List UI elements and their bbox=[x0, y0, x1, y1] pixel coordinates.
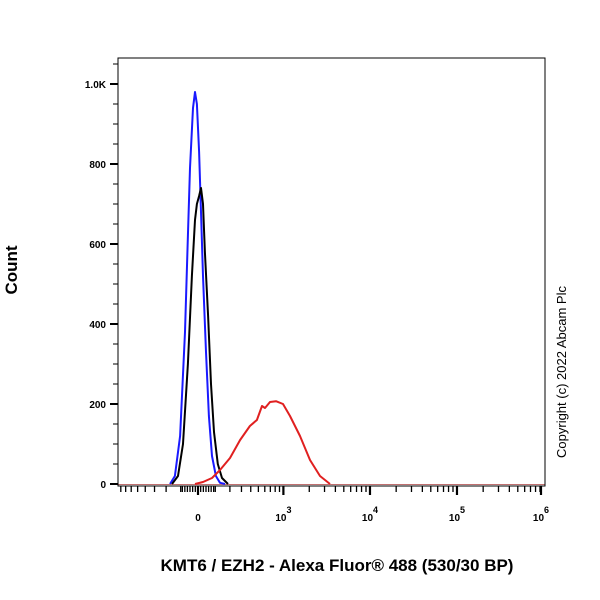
y-tick-label: 200 bbox=[89, 400, 106, 411]
x-tick-base: 0 bbox=[195, 513, 201, 524]
y-tick-label: 1.0K bbox=[85, 80, 107, 91]
series-line-0 bbox=[169, 91, 226, 485]
y-tick-label: 800 bbox=[89, 160, 106, 171]
x-tick-exponent: 5 bbox=[460, 505, 465, 515]
x-tick-label: 0 bbox=[195, 513, 201, 524]
x-tick-exponent: 3 bbox=[286, 505, 291, 515]
y-tick-label: 600 bbox=[89, 240, 106, 251]
plot-frame bbox=[117, 57, 546, 487]
x-tick-base: 10 bbox=[275, 513, 287, 524]
x-tick-label: 105 bbox=[449, 505, 465, 524]
y-axis-title: Count bbox=[2, 245, 21, 294]
x-tick-base: 10 bbox=[449, 513, 461, 524]
x-tick-label: 103 bbox=[275, 505, 291, 524]
y-tick-label: 400 bbox=[89, 320, 106, 331]
x-tick-base: 10 bbox=[533, 513, 545, 524]
x-tick-exponent: 6 bbox=[544, 505, 549, 515]
series-layer bbox=[169, 91, 331, 485]
y-tick-label: 0 bbox=[100, 480, 106, 491]
copyright-annotation: Copyright (c) 2022 Abcam Plc bbox=[554, 286, 569, 458]
series-line-2 bbox=[194, 400, 331, 485]
x-tick-exponent: 4 bbox=[373, 505, 378, 515]
x-axis-title: KMT6 / EZH2 - Alexa Fluor® 488 (530/30 B… bbox=[161, 556, 514, 575]
x-tick-base: 10 bbox=[362, 513, 374, 524]
x-tick-label: 104 bbox=[362, 505, 378, 524]
series-line-1 bbox=[171, 187, 229, 485]
x-tick-label: 106 bbox=[533, 505, 549, 524]
